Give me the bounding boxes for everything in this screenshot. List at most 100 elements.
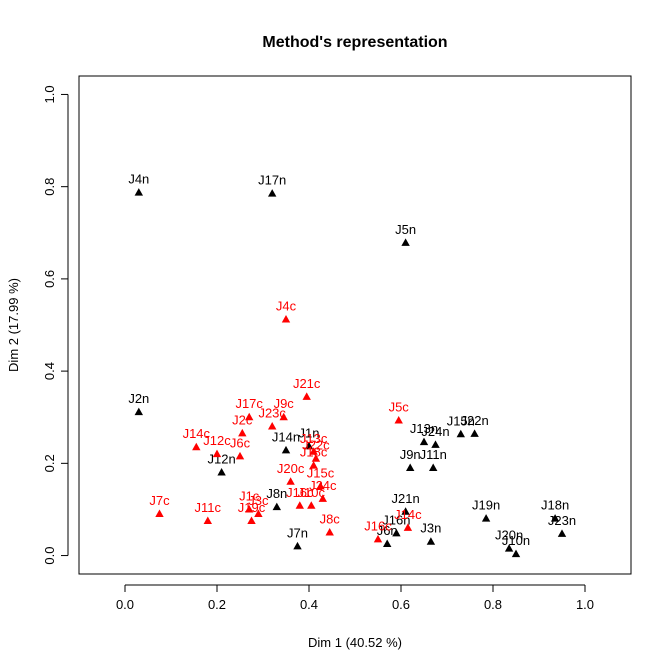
point-marker-J12n (217, 468, 226, 476)
point-label-J14c: J14c (394, 507, 422, 522)
point-marker-J13n (419, 437, 429, 446)
point-label-J3c: J3c (248, 493, 269, 508)
point-label-J24c: J24c (309, 478, 337, 493)
point-label-J22n: J22n (460, 413, 488, 428)
point-marker-J14n (281, 445, 291, 454)
point-label-J20n: J20n (495, 528, 523, 543)
point-label-J1c: J1c (239, 488, 260, 503)
point-marker-J24n (431, 440, 440, 448)
point-marker-J9n (406, 463, 415, 471)
point-marker-J15c (316, 481, 325, 490)
point-label-J2c: J2c (232, 412, 253, 427)
point-marker-J3n (426, 537, 436, 545)
point-marker-J18n (550, 514, 560, 522)
point-label-J2n: J2n (128, 391, 149, 406)
point-label-J18n: J18n (541, 498, 569, 513)
point-marker-J11c (203, 516, 212, 524)
point-label-J16n: J16n (382, 512, 410, 527)
point-label-J18c: J18c (300, 445, 328, 460)
x-tick-label: 0.2 (208, 597, 226, 612)
point-label-J12c: J12c (203, 433, 231, 448)
point-marker-J19c (247, 516, 256, 524)
point-label-J23c: J23c (258, 405, 286, 420)
point-label-J8n: J8n (266, 486, 287, 501)
y-tick-label: 0.8 (42, 178, 57, 196)
point-label-J16c: J16c (364, 518, 392, 533)
point-marker-J1n (304, 441, 314, 450)
point-marker-J10n (511, 549, 521, 558)
x-tick-label: 0.4 (300, 597, 318, 612)
x-axis-label: Dim 1 (40.52 %) (308, 635, 402, 650)
point-label-J14c: J14c (183, 426, 211, 441)
y-axis: 0.0 0.2 0.4 0.6 0.8 1.0 (42, 85, 69, 565)
point-label-J16c: J16c (286, 485, 314, 500)
point-marker-J2n (134, 407, 143, 416)
point-label-J21c: J21c (293, 376, 321, 391)
x-tick-label: 0.8 (484, 597, 502, 612)
point-marker-J10c (307, 501, 316, 509)
point-label-J9n: J9n (400, 447, 421, 462)
point-label-J3n: J3n (420, 521, 441, 536)
point-label-J8c: J8c (320, 512, 341, 527)
point-label-J17n: J17n (258, 173, 286, 188)
plot-frame (78, 75, 632, 575)
point-label-J1n: J1n (299, 425, 320, 440)
point-label-J11n: J11n (420, 447, 447, 462)
point-marker-J13c (309, 447, 318, 455)
point-marker-J4n (134, 188, 143, 196)
chart-title: Method's representation (262, 34, 447, 51)
point-marker-J5n (401, 238, 410, 246)
point-label-J9c: J9c (274, 396, 295, 411)
point-marker-J14c (403, 523, 413, 531)
point-marker-J22c (311, 454, 321, 462)
point-label-J13c: J13c (300, 431, 328, 446)
point-label-J21n: J21n (391, 491, 419, 506)
y-tick-label: 0.6 (42, 270, 57, 288)
point-marker-J23c (268, 421, 277, 430)
point-marker-J2c (238, 428, 247, 437)
x-tick-label: 0.6 (392, 597, 410, 612)
point-marker-J24c (318, 494, 327, 502)
point-marker-J22n (470, 429, 479, 437)
point-label-J7c: J7c (149, 493, 170, 508)
point-label-J15c: J15c (307, 465, 335, 480)
point-marker-J6c (235, 451, 245, 460)
point-marker-J17c (245, 412, 254, 421)
point-marker-J20n (504, 544, 514, 552)
point-marker-J7n (293, 541, 302, 550)
point-marker-J4c (281, 314, 291, 323)
x-tick-label: 1.0 (576, 597, 594, 612)
point-marker-J21n (401, 507, 410, 515)
point-label-J5c: J5c (389, 399, 410, 414)
point-marker-J8n (272, 502, 281, 511)
point-marker-J15n (456, 429, 465, 438)
point-marker-J20c (286, 477, 295, 485)
point-label-J6n: J6n (377, 523, 398, 538)
point-label-J15n: J15n (447, 413, 475, 428)
point-label-J10c: J10c (298, 485, 326, 500)
point-marker-J6n (383, 539, 392, 548)
point-marker-J19n (481, 514, 491, 522)
x-tick-label: 0.0 (116, 597, 134, 612)
y-axis-label: Dim 2 (17.99 %) (6, 278, 21, 372)
point-marker-J12c (212, 449, 222, 458)
point-marker-J5c (394, 415, 403, 424)
point-label-J4c: J4c (276, 298, 297, 313)
point-marker-J23n (557, 529, 567, 537)
y-tick-label: 1.0 (42, 85, 57, 103)
point-label-J10n: J10n (502, 533, 530, 548)
point-label-J12n: J12n (207, 452, 235, 467)
point-label-J22c: J22c (302, 438, 330, 453)
y-tick-label: 0.4 (42, 362, 57, 380)
point-label-J4n: J4n (128, 172, 149, 187)
point-marker-J18c (309, 461, 318, 469)
point-marker-J9c (279, 412, 288, 421)
point-marker-J16c (295, 501, 304, 509)
point-marker-J8c (325, 528, 334, 536)
y-tick-label: 0.0 (42, 547, 57, 565)
point-label-J24n: J24n (421, 424, 449, 439)
point-label-J7n: J7n (287, 525, 308, 540)
